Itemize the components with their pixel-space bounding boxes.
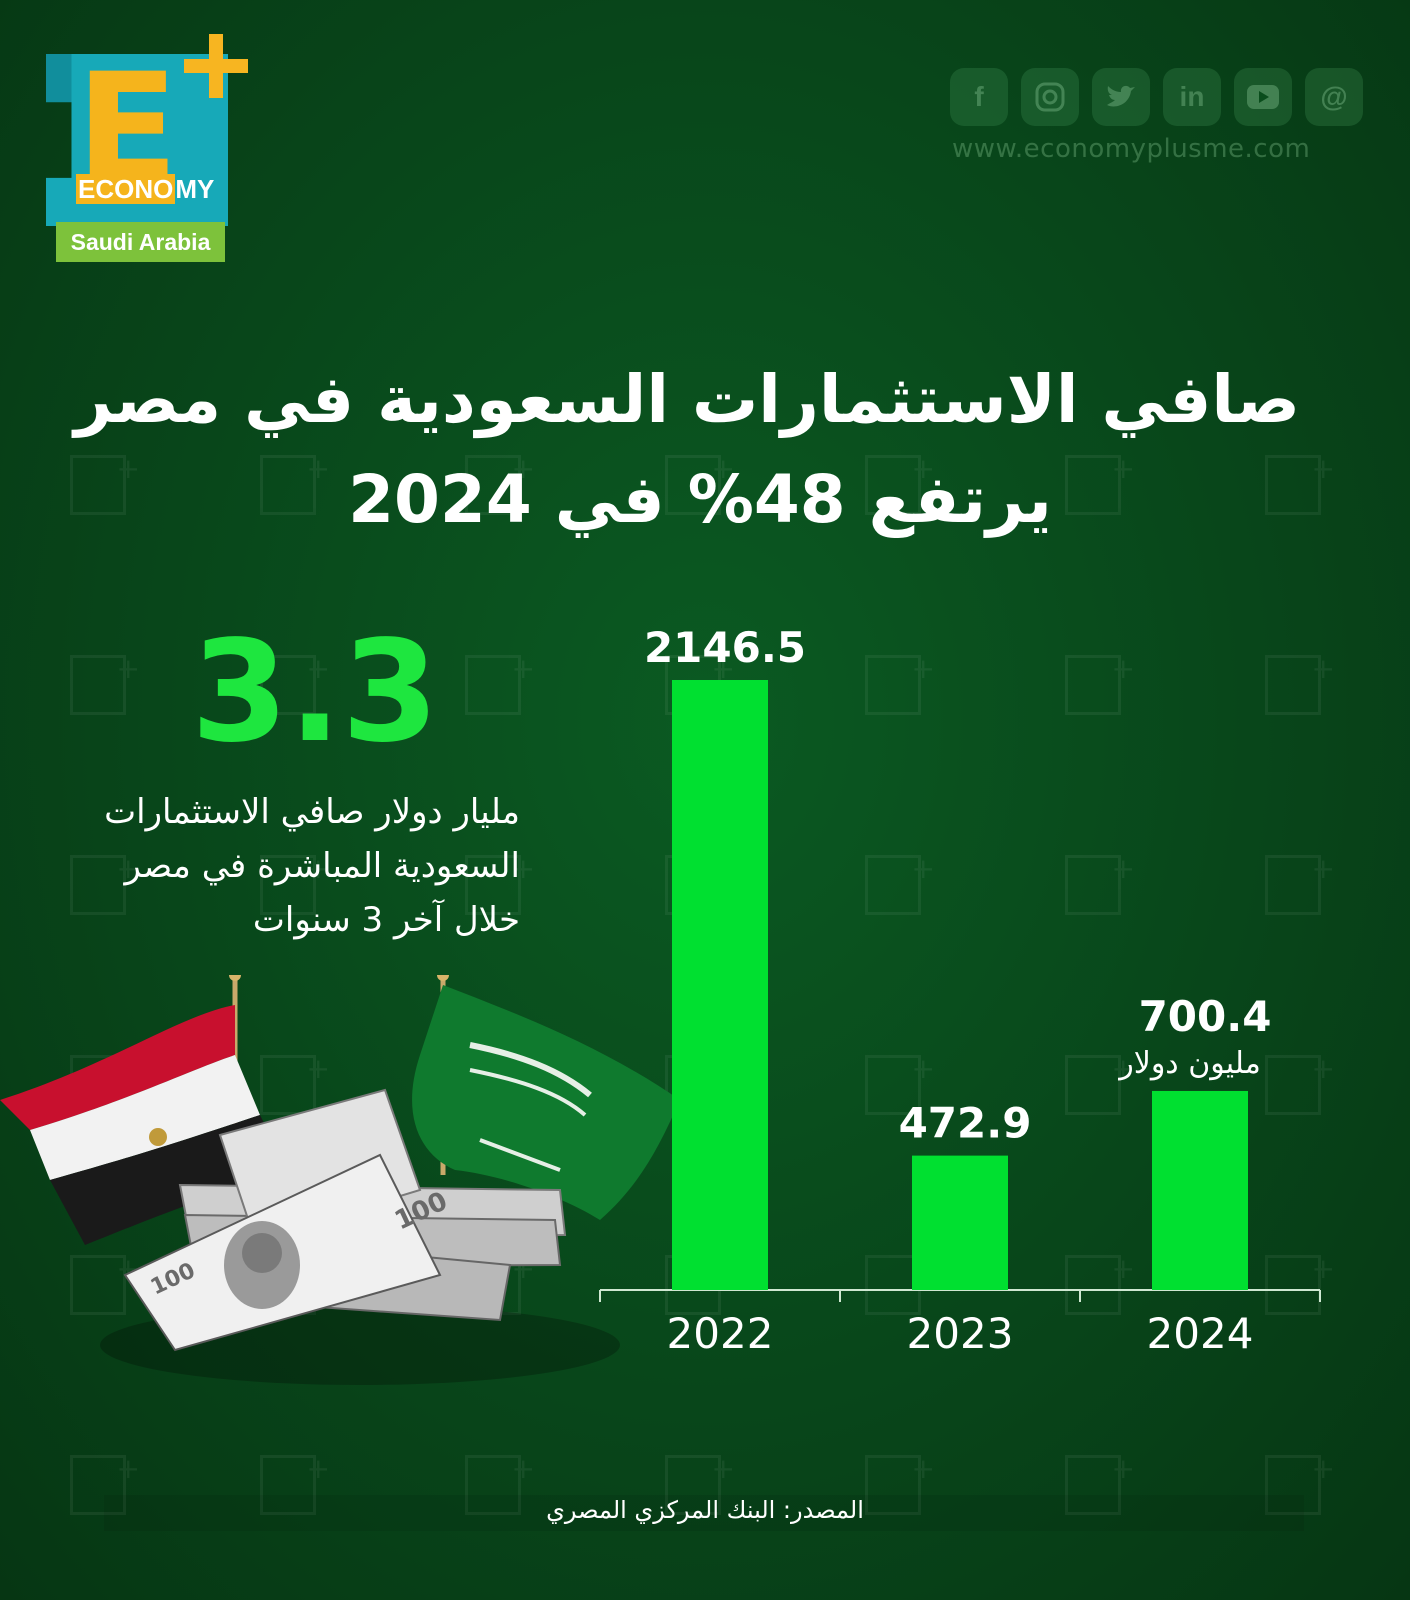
watermark-logo: + [1065,655,1135,727]
highlight-description-line-1: مليار دولار صافي الاستثمارات [104,792,520,832]
bar-2023 [912,1155,1008,1290]
saudi-flag [412,985,680,1220]
facebook-icon[interactable]: f [950,68,1008,126]
watermark-logo: + [865,455,935,527]
watermark-logo: + [260,455,330,527]
bar-value-label: 700.4 [1139,992,1272,1041]
watermark-logo: + [465,655,535,727]
x-tick-label: 2024 [1147,1309,1254,1358]
bar-value-label: 472.9 [899,1099,1032,1148]
watermark-logo: + [260,1055,330,1127]
source-bar [104,1495,1304,1531]
watermark-logo: + [70,1455,140,1527]
watermark-logo: + [1265,855,1335,927]
highlight-description-line-3: خلال آخر 3 سنوات [252,900,520,940]
watermark-logo: + [1065,855,1135,927]
watermark-logo: + [865,655,935,727]
youtube-icon[interactable] [1234,68,1292,126]
flags-and-money-illustration: 100 100 [0,975,680,1385]
economy-plus-logo: E ECONOMY Saudi Arabia [46,34,248,264]
highlight-description-line-2: السعودية المباشرة في مصر [124,846,520,886]
twitter-icon[interactable] [1092,68,1150,126]
watermark-logo: + [1065,1255,1135,1327]
watermark-logo: + [465,455,535,527]
threads-icon[interactable]: @ [1305,68,1363,126]
bar-value-label: 2146.5 [644,623,806,672]
logo-brand: ECONOMY [76,174,215,204]
watermark-logo: + [1265,1055,1335,1127]
bar-chart: 2146.5 2022 472.9 2023 700.4 2024 مليون دولار [599,623,1321,1358]
x-tick-label: 2022 [667,1309,774,1358]
social-icons: f in @ [950,68,1363,126]
unit-label: مليون دولار [1117,1046,1261,1081]
highlight-value: 3.3 [190,611,439,774]
title-line-1: صافي الاستثمارات السعودية في مصر [74,361,1300,438]
watermark-logo: + [1065,1455,1135,1527]
watermark-logo: + [70,455,140,527]
watermark-logo: + [1065,455,1135,527]
watermark-logo: + [865,855,935,927]
watermark-logo: + [260,655,330,727]
watermark-logo: + [865,1455,935,1527]
bar-2022 [672,680,768,1290]
watermark-logo: + [465,1455,535,1527]
title-line-2: يرتفع 48% في 2024 [348,461,1052,538]
watermark-logo: + [1065,1055,1135,1127]
website-url[interactable]: www.economyplusme.com [952,134,1311,164]
watermark-logo: + [665,455,735,527]
page-title: صافي الاستثمارات السعودية في مصر يرتفع 4… [74,350,1300,550]
highlight-description: مليار دولار صافي الاستثمارات السعودية ال… [80,785,520,947]
watermark-logo: + [665,1455,735,1527]
logo-region: Saudi Arabia [56,222,225,262]
watermark-logo: + [865,1055,935,1127]
instagram-icon[interactable] [1021,68,1079,126]
linkedin-icon[interactable]: in [1163,68,1221,126]
source-note: المصدر: البنك المركزي المصري [546,1496,864,1524]
watermark-logo: + [70,655,140,727]
x-tick-label: 2023 [907,1309,1014,1358]
watermark-logo: + [1265,1455,1335,1527]
watermark-logo: + [1265,1255,1335,1327]
watermark-logo: + [70,855,140,927]
watermark-logo: + [465,855,535,927]
watermark-logo: + [260,855,330,927]
watermark-logo: + [1265,655,1335,727]
dollar-bills: 100 100 [123,1088,567,1352]
bar-2024 [1152,1090,1248,1290]
watermark-logo: + [260,1455,330,1527]
watermark-logo: + [1265,455,1335,527]
